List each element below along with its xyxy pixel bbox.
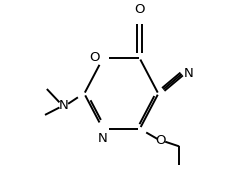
Text: O: O <box>134 3 145 16</box>
Text: N: N <box>58 99 68 112</box>
Text: N: N <box>98 132 108 144</box>
Text: O: O <box>155 134 166 147</box>
Text: N: N <box>184 67 194 80</box>
Text: O: O <box>90 51 100 64</box>
